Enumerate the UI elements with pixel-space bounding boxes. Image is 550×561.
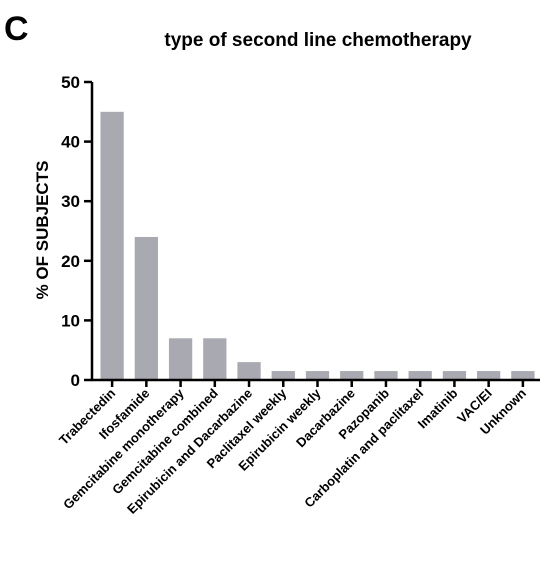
bar-vac-ei	[477, 371, 501, 380]
bars	[100, 111, 535, 381]
y-axis-ticks: 0 10 20 30 40 50	[61, 73, 92, 390]
panel-letter: C	[4, 10, 29, 48]
bar-epirubicin-and-dacarbazine	[237, 362, 261, 380]
y-tick-label: 10	[61, 311, 80, 330]
bar-imatinib	[442, 371, 467, 380]
y-tick-label: 50	[61, 73, 80, 92]
y-tick-label: 20	[61, 252, 80, 271]
bar-gemcitabine-combined	[203, 338, 227, 380]
bar-dacarbazine	[340, 371, 364, 380]
bar-gemcitabine-monotherapy	[168, 338, 193, 380]
y-tick-label: 30	[61, 192, 80, 211]
y-axis-label: % OF SUBJECTS	[33, 161, 52, 300]
bar-carboplatin-and-paclitaxel	[408, 371, 432, 380]
bar-trabectedin	[100, 111, 124, 381]
bar-pazopanib	[374, 371, 398, 380]
bar-ifosfamide	[134, 236, 158, 380]
chart-title: type of second line chemotherapy	[164, 30, 472, 51]
y-tick-label: 40	[61, 133, 80, 152]
y-tick-label: 0	[71, 371, 80, 390]
bar-paclitaxel-weekly	[271, 371, 295, 380]
bar-unknown	[511, 371, 535, 380]
bar-epirubicin-weekly	[305, 371, 330, 380]
